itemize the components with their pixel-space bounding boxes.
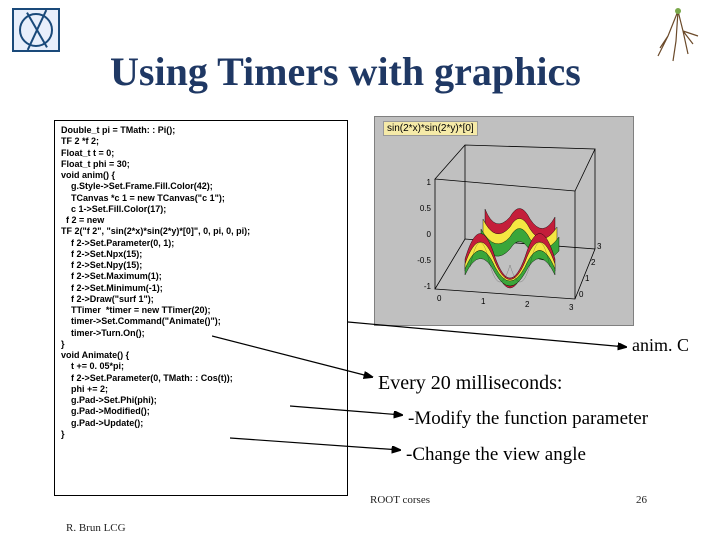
anim-c-label: anim. C	[632, 335, 689, 356]
footer-author: R. Brun LCG	[66, 522, 126, 534]
svg-text:1: 1	[585, 274, 590, 283]
svg-text:1: 1	[481, 297, 486, 306]
cern-logo	[12, 8, 60, 52]
surface-plot: sin(2*x)*sin(2*y)*[0] -1 -0.5 0 0.5 1 0 …	[374, 116, 634, 326]
desc-modify-param: -Modify the function parameter	[408, 408, 648, 430]
svg-text:3: 3	[569, 303, 574, 312]
svg-text:3: 3	[597, 242, 602, 251]
svg-text:-0.5: -0.5	[417, 256, 431, 265]
svg-text:1: 1	[427, 178, 432, 187]
plot-title: sin(2*x)*sin(2*y)*[0]	[383, 121, 478, 136]
desc-every-20ms: Every 20 milliseconds:	[378, 372, 562, 395]
svg-text:0: 0	[579, 290, 584, 299]
arrow-to-change	[230, 432, 408, 456]
svg-text:2: 2	[591, 258, 596, 267]
slide-title: Using Timers with graphics	[110, 48, 581, 95]
arrow-to-modify	[290, 398, 410, 422]
svg-text:0.5: 0.5	[420, 204, 432, 213]
svg-text:-1: -1	[424, 282, 432, 291]
footer-page: 26	[636, 494, 647, 506]
svg-text:2: 2	[525, 300, 530, 309]
footer-course: ROOT corses	[370, 494, 430, 506]
desc-change-angle: -Change the view angle	[406, 444, 586, 466]
svg-text:0: 0	[437, 294, 442, 303]
surface-3d: -1 -0.5 0 0.5 1 0 1 2 3 0 1 2 3	[395, 139, 615, 319]
svg-text:0: 0	[427, 230, 432, 239]
arrow-to-every20	[212, 332, 382, 382]
root-logo	[648, 6, 708, 66]
